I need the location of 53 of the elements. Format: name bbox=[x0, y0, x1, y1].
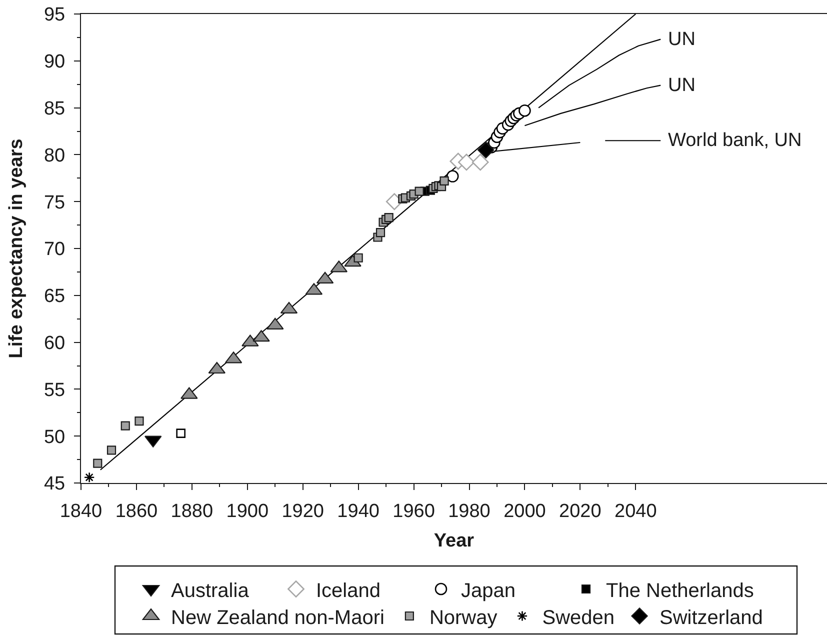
point bbox=[176, 428, 186, 438]
y-tick-label: 65 bbox=[44, 286, 66, 308]
point bbox=[93, 458, 102, 468]
legend-label: Australia bbox=[171, 580, 250, 602]
x-tick-label: 1880 bbox=[170, 500, 214, 522]
point bbox=[518, 104, 531, 117]
legend-label: Norway bbox=[429, 606, 498, 629]
y-tick-label: 85 bbox=[44, 98, 66, 120]
x-tick-label: 1920 bbox=[282, 500, 324, 522]
series-label: World bank, UN bbox=[668, 130, 802, 151]
y-tick-label: 50 bbox=[44, 426, 66, 448]
legend-label: Japan bbox=[461, 580, 516, 602]
y-tick-label: 60 bbox=[44, 332, 66, 354]
point bbox=[472, 154, 489, 171]
point bbox=[106, 446, 116, 455]
y-tick-label: 45 bbox=[44, 474, 66, 495]
y-tick-label: 75 bbox=[44, 192, 66, 214]
point bbox=[440, 176, 449, 186]
y-tick-label: 80 bbox=[44, 145, 66, 166]
x-tick-label: 1840 bbox=[60, 500, 102, 522]
legend-label: New Zealand non-Maori bbox=[171, 606, 384, 629]
x-tick-label: 1860 bbox=[115, 500, 158, 522]
x-tick-label: 1900 bbox=[226, 500, 269, 522]
point bbox=[134, 416, 144, 426]
x-tick-label: 1960 bbox=[392, 500, 435, 522]
point bbox=[376, 228, 386, 238]
x-tick-label: 2040 bbox=[614, 500, 657, 522]
x-tick-label: 1980 bbox=[448, 500, 490, 522]
y-tick-label: 55 bbox=[44, 380, 66, 401]
line-series bbox=[538, 38, 662, 108]
legend-label: Switzerland bbox=[660, 606, 763, 629]
legend-label: Sweden bbox=[542, 606, 615, 629]
y-tick-label: 90 bbox=[44, 52, 66, 73]
point bbox=[478, 142, 494, 158]
y-axis-title: Life expectancy in years bbox=[6, 138, 27, 358]
legend-label: The Netherlands bbox=[606, 580, 754, 602]
series-label: UN bbox=[668, 29, 696, 50]
y-tick-label: 70 bbox=[44, 239, 66, 260]
point bbox=[384, 213, 394, 222]
point bbox=[84, 472, 95, 483]
point bbox=[458, 154, 475, 171]
x-axis-title: Year bbox=[434, 530, 475, 552]
x-tick-label: 2020 bbox=[559, 500, 602, 522]
line-series bbox=[524, 84, 662, 126]
point bbox=[354, 253, 363, 262]
series-label: UN bbox=[668, 75, 696, 96]
x-tick-label: 1940 bbox=[337, 500, 380, 522]
y-tick-label: 95 bbox=[44, 4, 66, 26]
point bbox=[414, 186, 424, 196]
point bbox=[446, 170, 459, 182]
point bbox=[120, 421, 130, 430]
legend-label: Iceland bbox=[316, 580, 380, 602]
x-tick-label: 2000 bbox=[504, 500, 546, 522]
